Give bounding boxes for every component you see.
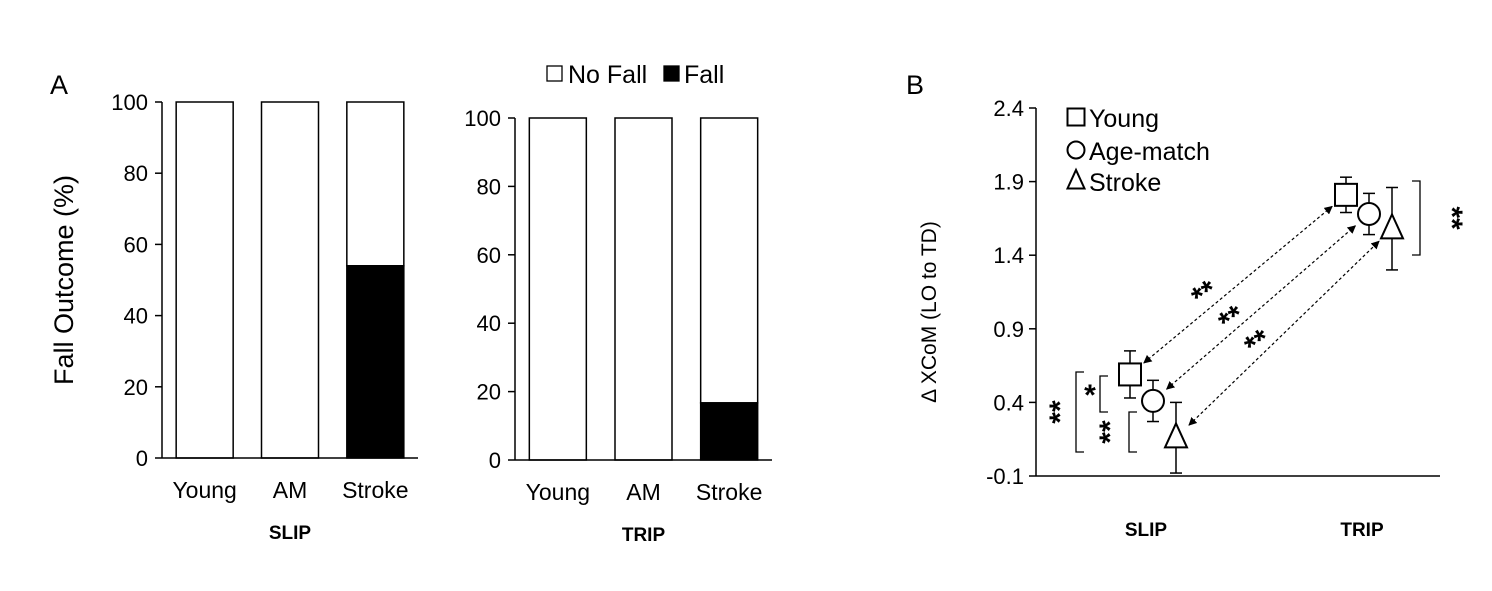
y-tick-label: 20 <box>124 375 148 400</box>
sig-young-agematch: * <box>1084 379 1096 412</box>
legend-marker-young <box>1066 107 1086 127</box>
bracket-young-agematch <box>1099 375 1108 413</box>
group-label: TRIP <box>622 525 666 546</box>
point-stroke-trip <box>1379 211 1405 240</box>
comparison-arrow-stroke <box>1188 240 1380 426</box>
bracket-young-stroke <box>1075 371 1084 453</box>
trip-fall-chart: Young AM Stroke 0 20 40 60 80 100 TRIP <box>464 106 772 546</box>
legend-marker-stroke <box>1065 167 1087 190</box>
legend-swatch-fall <box>663 65 680 82</box>
comparison-arrow-age-match <box>1165 225 1357 390</box>
legend-swatch-no-fall <box>546 65 563 82</box>
y-tick-label: 0.4 <box>993 390 1024 415</box>
panel-b-label: B <box>906 70 924 100</box>
y-tick-label: 100 <box>111 90 148 115</box>
y-axis-label: Fall Outcome (%) <box>49 175 79 385</box>
category-label-am: AM <box>273 477 308 503</box>
point-young-trip <box>1334 182 1358 207</box>
y-tick-label: 80 <box>477 174 501 199</box>
y-tick-label: -0.1 <box>986 464 1024 489</box>
panel-a-label: A <box>50 70 68 100</box>
y-tick-label: 40 <box>124 304 148 329</box>
y-tick-label: 1.9 <box>993 170 1024 195</box>
y-tick-label: 2.4 <box>993 96 1024 121</box>
bar-fall-stroke <box>346 265 405 459</box>
sig-trip-young-stroke: ** <box>1435 206 1468 230</box>
sig-agematch-stroke: ** <box>1094 420 1127 444</box>
point-stroke-slip <box>1163 421 1189 449</box>
y-tick-label: 1.4 <box>993 243 1024 268</box>
y-tick-label: 20 <box>477 380 501 405</box>
bracket-agematch-stroke <box>1128 411 1137 453</box>
bar-no-fall-young <box>175 101 234 459</box>
xcom-chart: -0.1 0.4 0.9 1.4 1.9 2.4 SLIP TRIP Δ XCoM (LO to… <box>918 96 1468 541</box>
category-label-young: Young <box>526 479 590 505</box>
point-age-match-slip <box>1141 388 1165 413</box>
bracket-trip-young-stroke <box>1412 180 1421 256</box>
legend-label-fall: Fall <box>684 61 724 89</box>
slip-fall-chart: Young AM Stroke 0 20 40 60 80 100 SLIP Fall Outcom… <box>49 90 418 544</box>
group-label: SLIP <box>269 523 312 544</box>
legend-marker-age-match <box>1066 140 1086 160</box>
category-label-am: AM <box>626 479 661 505</box>
category-label-slip: SLIP <box>1125 520 1168 541</box>
point-young-slip <box>1118 362 1142 387</box>
bar-no-fall-young <box>528 117 588 461</box>
fall-legend: No Fall Fall <box>546 61 724 89</box>
y-tick-label: 0.9 <box>993 317 1024 342</box>
legend-label-stroke: Stroke <box>1089 169 1161 197</box>
y-tick-label: 100 <box>464 106 501 131</box>
y-tick-label: 0 <box>136 446 148 471</box>
y-tick-label: 0 <box>489 448 501 473</box>
point-age-match-trip <box>1357 201 1381 226</box>
y-tick-label: 60 <box>477 243 501 268</box>
bar-fall-stroke <box>699 402 759 461</box>
y-tick-label: 60 <box>124 232 148 257</box>
category-label-young: Young <box>172 477 236 503</box>
bar-no-fall-am <box>614 117 673 461</box>
legend-label-no-fall: No Fall <box>568 61 647 89</box>
y-tick-label: 80 <box>124 161 148 186</box>
bar-no-fall-stroke <box>346 101 405 267</box>
sig-young-stroke: ** <box>1044 400 1077 424</box>
category-label-stroke: Stroke <box>696 479 762 505</box>
category-label-trip: TRIP <box>1340 520 1384 541</box>
bar-no-fall-am <box>260 101 320 459</box>
category-label-stroke: Stroke <box>342 477 408 503</box>
y-tick-label: 40 <box>477 311 501 336</box>
y-axis-label: Δ XCoM (LO to TD) <box>918 221 941 403</box>
comparison-arrow-young <box>1143 205 1333 364</box>
legend-label-age-match: Age-match <box>1089 138 1210 166</box>
bar-no-fall-stroke <box>699 117 759 404</box>
legend-label-young: Young <box>1089 105 1159 133</box>
